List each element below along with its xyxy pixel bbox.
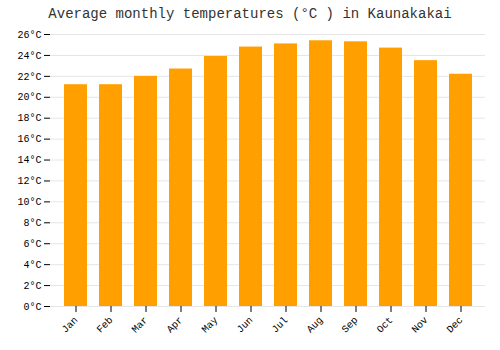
svg-text:Oct: Oct bbox=[375, 315, 396, 336]
svg-text:0°C: 0°C bbox=[23, 302, 41, 313]
svg-text:18°C: 18°C bbox=[17, 113, 41, 124]
svg-text:22°C: 22°C bbox=[17, 72, 41, 83]
svg-text:12°C: 12°C bbox=[17, 176, 41, 187]
svg-text:Jan: Jan bbox=[60, 315, 81, 336]
svg-text:16°C: 16°C bbox=[17, 134, 41, 145]
svg-text:24°C: 24°C bbox=[17, 51, 41, 62]
svg-text:6°C: 6°C bbox=[23, 239, 41, 250]
svg-text:Nov: Nov bbox=[410, 315, 431, 336]
svg-text:10°C: 10°C bbox=[17, 197, 41, 208]
svg-text:2°C: 2°C bbox=[23, 281, 41, 292]
svg-text:Aug: Aug bbox=[305, 315, 326, 336]
svg-text:26°C: 26°C bbox=[17, 30, 41, 41]
svg-text:20°C: 20°C bbox=[17, 92, 41, 103]
svg-text:Dec: Dec bbox=[445, 315, 466, 336]
svg-text:Sep: Sep bbox=[340, 315, 361, 336]
svg-text:May: May bbox=[200, 315, 221, 336]
svg-text:Mar: Mar bbox=[130, 315, 151, 336]
svg-text:Jul: Jul bbox=[270, 315, 291, 336]
svg-text:Apr: Apr bbox=[165, 315, 186, 336]
html-text:Average monthly temperatures (: Average monthly temperatures (°C ) in Ka… bbox=[48, 6, 452, 22]
svg-text:8°C: 8°C bbox=[23, 218, 41, 229]
svg-text:4°C: 4°C bbox=[23, 260, 41, 271]
svg-text:Jun: Jun bbox=[235, 315, 256, 336]
svg-text:Feb: Feb bbox=[95, 315, 116, 336]
svg-text:14°C: 14°C bbox=[17, 155, 41, 166]
